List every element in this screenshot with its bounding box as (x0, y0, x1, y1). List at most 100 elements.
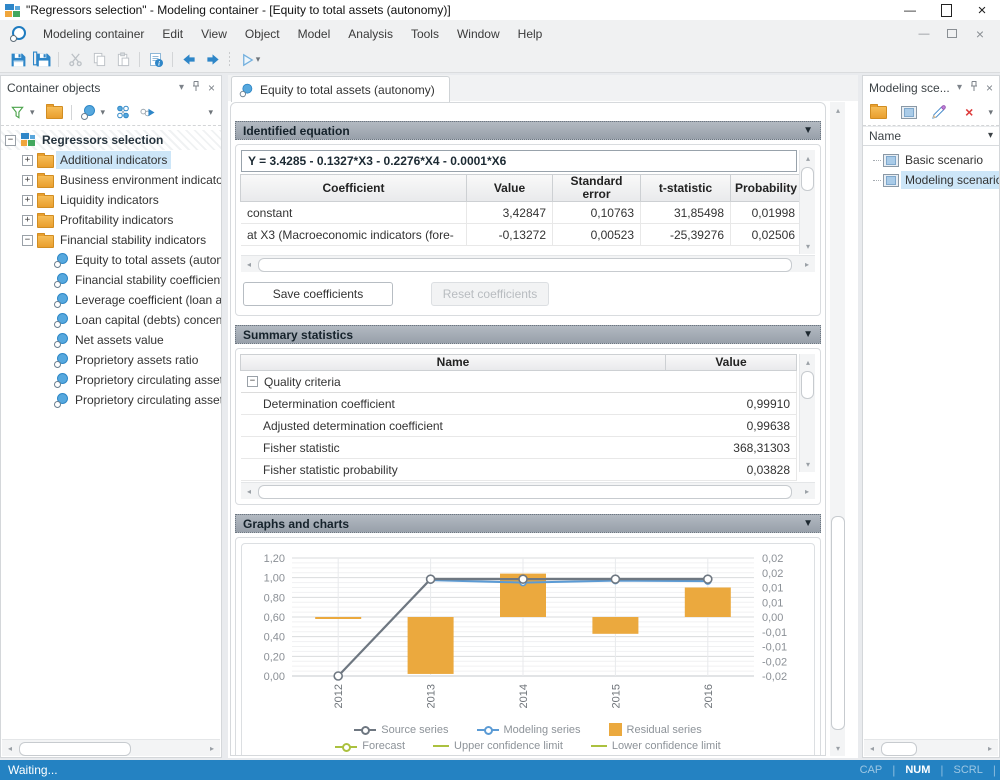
section-graphs-and-charts-header[interactable]: Graphs and charts ▼ (235, 514, 821, 533)
model-dropdown-icon[interactable]: ▾ (100, 106, 106, 117)
tree-item-business-environment-indicators[interactable]: Business environment indicators (1, 170, 221, 190)
scroll-down-icon[interactable]: ▾ (835, 743, 840, 753)
summary-row-value[interactable]: 0,99638 (666, 415, 797, 437)
tree-item-financial-stability-indicators[interactable]: Financial stability indicators (1, 230, 221, 250)
scroll-up-icon[interactable]: ▴ (805, 357, 810, 367)
scroll-thumb[interactable] (19, 742, 131, 756)
summary-row-value[interactable]: 0,03828 (666, 459, 797, 481)
save-icon[interactable] (6, 49, 30, 71)
tree-item-proprietory-circulating-assets[interactable]: Proprietory circulating assets (1, 370, 221, 390)
tree-item-liquidity-indicators[interactable]: Liquidity indicators (1, 190, 221, 210)
scroll-thumb[interactable] (258, 485, 792, 499)
table-cell[interactable]: at X3 (Macroeconomic indicators (fore- (241, 224, 467, 246)
column-header-standard-error[interactable]: Standard error (552, 174, 641, 202)
save-coefficients-button[interactable]: Save coefficients (243, 282, 393, 306)
section-identified-equation-header[interactable]: Identified equation ▼ (235, 121, 821, 140)
tree-item-net-assets-value[interactable]: Net assets value (1, 330, 221, 350)
save-all-icon[interactable] (30, 49, 54, 71)
menu-item-help[interactable]: Help (517, 26, 543, 41)
scroll-right-icon[interactable]: ▸ (987, 743, 992, 753)
scroll-thumb[interactable] (258, 258, 792, 272)
scroll-left-icon[interactable]: ◂ (246, 259, 251, 269)
table-cell[interactable]: 0,01998 (731, 202, 802, 224)
folder-icon[interactable] (867, 101, 889, 123)
scenario-icon[interactable] (897, 101, 919, 123)
expander-plus-icon[interactable] (22, 154, 33, 166)
coefficient-table-hscrollbar[interactable]: ◂ ▸ (241, 255, 815, 272)
summary-row-name[interactable]: Determination coefficient (241, 393, 666, 415)
toolbar-overflow-icon[interactable]: ▾ (988, 106, 993, 117)
table-cell[interactable]: 0,00523 (553, 224, 641, 246)
scroll-left-icon[interactable]: ◂ (246, 486, 251, 496)
expander-minus-icon[interactable] (5, 134, 16, 146)
menu-item-window[interactable]: Window (456, 26, 500, 41)
collapse-icon[interactable]: ▼ (803, 329, 813, 340)
run-icon[interactable]: ▾ (234, 49, 266, 71)
table-cell[interactable]: -25,39276 (641, 224, 731, 246)
menu-item-modeling-container[interactable]: Modeling container (43, 26, 145, 41)
menu-item-model[interactable]: Model (297, 26, 331, 41)
tree-item-profitability-indicators[interactable]: Profitability indicators (1, 210, 221, 230)
coefficient-table-vscrollbar[interactable]: ▴ ▾ (799, 150, 815, 254)
summary-row-value[interactable]: 0,99910 (666, 393, 797, 415)
column-header-value[interactable]: Value (466, 174, 553, 202)
expander-minus-icon[interactable] (247, 376, 258, 387)
forward-icon[interactable] (201, 49, 225, 71)
paste-icon[interactable] (111, 49, 135, 71)
scenario-column-header[interactable]: Name ▾ (863, 126, 999, 146)
scroll-up-icon[interactable]: ▴ (835, 105, 840, 115)
copy-icon[interactable] (87, 49, 111, 71)
menu-item-tools[interactable]: Tools (410, 26, 439, 41)
tree-item-regressors-selection[interactable]: Regressors selection (1, 130, 221, 150)
tree-item-equity-to-total-assets-autono[interactable]: Equity to total assets (autono (1, 250, 221, 270)
summary-row-name[interactable]: Fisher statistic (241, 437, 666, 459)
object-info-icon[interactable]: i (144, 49, 168, 71)
summary-row-name[interactable]: Quality criteria (241, 371, 666, 393)
scroll-thumb[interactable] (801, 167, 814, 191)
column-header-t-statistic[interactable]: t-statistic (640, 174, 731, 202)
table-cell[interactable]: 31,85498 (641, 202, 731, 224)
model-icon[interactable] (76, 101, 100, 123)
table-cell[interactable]: 0,02506 (731, 224, 802, 246)
left-panel-hscrollbar[interactable]: ◂ ▸ (2, 739, 220, 756)
pin-icon[interactable] (191, 80, 201, 95)
column-header-coefficient[interactable]: Coefficient (240, 174, 467, 202)
toolbar-overflow-icon[interactable]: ▾ (208, 106, 213, 117)
scroll-right-icon[interactable]: ▸ (804, 486, 809, 496)
tree-item-loan-capital-debts-concentra[interactable]: Loan capital (debts) concentra (1, 310, 221, 330)
scroll-thumb[interactable] (801, 371, 814, 399)
scroll-thumb[interactable] (881, 742, 917, 756)
table-cell[interactable]: constant (241, 202, 467, 224)
column-dropdown-icon[interactable]: ▾ (987, 130, 993, 141)
folder-icon[interactable] (43, 101, 67, 123)
tree-item-additional-indicators[interactable]: Additional indicators (1, 150, 221, 170)
main-vscrollbar[interactable]: ▴ ▾ (830, 102, 845, 756)
collapse-icon[interactable]: ▼ (803, 518, 813, 529)
expander-plus-icon[interactable] (22, 214, 33, 226)
expander-plus-icon[interactable] (22, 194, 33, 206)
delete-icon[interactable]: × (965, 104, 974, 120)
menu-item-analysis[interactable]: Analysis (348, 26, 393, 41)
process-icon[interactable] (135, 101, 159, 123)
summary-row-name[interactable]: Adjusted determination coefficient (241, 415, 666, 437)
tree-item-leverage-coefficient-loan-ass[interactable]: Leverage coefficient (loan ass (1, 290, 221, 310)
summary-row-value[interactable] (666, 371, 797, 393)
right-panel-hscrollbar[interactable]: ◂ ▸ (864, 739, 998, 756)
menu-item-object[interactable]: Object (244, 26, 280, 41)
close-icon[interactable]: × (207, 80, 215, 95)
tree-item-proprietory-circulating-assets[interactable]: Proprietory circulating assets (1, 390, 221, 410)
scroll-left-icon[interactable]: ◂ (7, 743, 12, 753)
column-header-value[interactable]: Value (665, 354, 797, 371)
table-cell[interactable]: 0,10763 (553, 202, 641, 224)
summary-table-vscrollbar[interactable]: ▴ ▾ (799, 354, 815, 472)
scroll-right-icon[interactable]: ▸ (804, 259, 809, 269)
child-restore-icon[interactable] (938, 24, 966, 44)
menu-item-view[interactable]: View (201, 26, 227, 41)
reset-coefficients-button[interactable]: Reset coefficients (431, 282, 549, 306)
run-dropdown-icon[interactable]: ▾ (255, 54, 261, 64)
section-summary-statistics-header[interactable]: Summary statistics ▼ (235, 325, 821, 344)
expander-minus-icon[interactable] (22, 234, 33, 246)
table-cell[interactable]: 3,42847 (467, 202, 553, 224)
back-icon[interactable] (177, 49, 201, 71)
child-minimize-icon[interactable]: — (918, 27, 930, 40)
